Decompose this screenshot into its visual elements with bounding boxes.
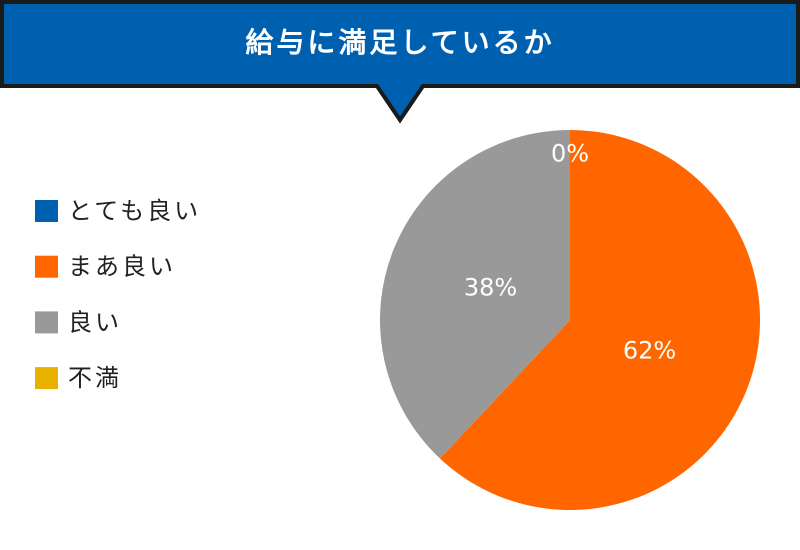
legend-label: まあ良い (68, 253, 176, 281)
legend-swatch (35, 200, 58, 222)
legend-label: 良い (68, 308, 122, 336)
legend-swatch (35, 311, 58, 334)
legend-swatch (35, 367, 58, 390)
data-label: 62% (623, 336, 676, 364)
data-label: 38% (464, 274, 517, 302)
legend-label: とても良い (68, 197, 201, 225)
pie-slice (379, 130, 570, 459)
chart-title: 給与に満足しているか (245, 26, 554, 59)
title-banner (0, 0, 800, 124)
pie-slice (439, 130, 760, 511)
data-label: 0% (551, 140, 589, 168)
legend-swatch (35, 255, 58, 278)
legend-label: 不満 (68, 364, 122, 392)
